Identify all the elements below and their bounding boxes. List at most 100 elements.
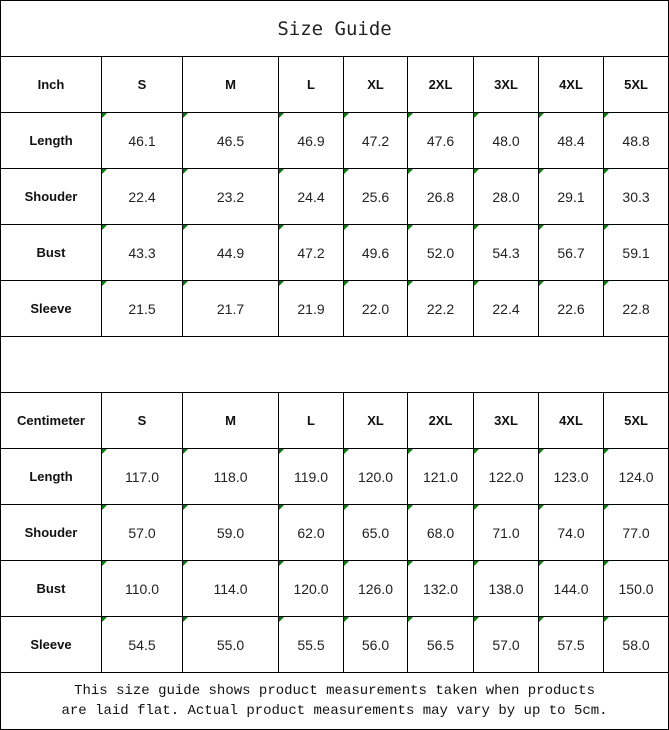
- measurement-cell: 144.0: [538, 560, 604, 617]
- measurement-cell: 48.8: [602, 112, 669, 169]
- measurement-cell: 120.0: [343, 448, 408, 505]
- measurement-cell: 25.6: [343, 168, 408, 225]
- measurement-cell: 57.5: [538, 616, 604, 673]
- measurement-cell: 22.2: [407, 280, 474, 337]
- row-label: Bust: [0, 224, 102, 281]
- measurement-cell: 23.2: [182, 168, 279, 225]
- measurement-cell: 54.3: [473, 224, 539, 281]
- measurement-cell: 47.2: [278, 224, 344, 281]
- measurement-cell: 58.0: [602, 616, 669, 673]
- size-header: 5XL: [602, 56, 669, 113]
- measurement-cell: 57.0: [101, 504, 183, 561]
- size-header: 2XL: [407, 56, 474, 113]
- measurement-cell: 49.6: [343, 224, 408, 281]
- measurement-cell: 30.3: [602, 168, 669, 225]
- size-header: 5XL: [602, 392, 669, 449]
- measurement-cell: 48.0: [473, 112, 539, 169]
- measurement-cell: 56.7: [538, 224, 604, 281]
- note-cell: This size guide shows product measuremen…: [0, 672, 669, 730]
- size-header: M: [182, 392, 279, 449]
- measurement-cell: 22.8: [602, 280, 669, 337]
- measurement-cell: 122.0: [473, 448, 539, 505]
- measurement-cell: 126.0: [343, 560, 408, 617]
- measurement-cell: 71.0: [473, 504, 539, 561]
- measurement-cell: 65.0: [343, 504, 408, 561]
- size-header: XL: [343, 56, 408, 113]
- table-row: Bust 110.0 114.0 120.0 126.0 132.0 138.0 144.0 1…: [0, 560, 669, 617]
- measurement-cell: 48.4: [538, 112, 604, 169]
- measurement-cell: 47.6: [407, 112, 474, 169]
- measurement-cell: 21.7: [182, 280, 279, 337]
- row-label: Sleeve: [0, 280, 102, 337]
- measurement-cell: 55.5: [278, 616, 344, 673]
- measurement-cell: 150.0: [602, 560, 669, 617]
- measurement-cell: 110.0: [101, 560, 183, 617]
- measurement-cell: 117.0: [101, 448, 183, 505]
- size-header: L: [278, 56, 344, 113]
- measurement-cell: 59.1: [602, 224, 669, 281]
- measurement-cell: 62.0: [278, 504, 344, 561]
- row-label: Sleeve: [0, 616, 102, 673]
- note-line: This size guide shows product measuremen…: [74, 683, 595, 699]
- measurement-cell: 77.0: [602, 504, 669, 561]
- measurement-cell: 22.6: [538, 280, 604, 337]
- header-row: Inch S M L XL 2XL 3XL 4XL 5XL: [0, 56, 669, 113]
- measurement-cell: 52.0: [407, 224, 474, 281]
- size-header: 3XL: [473, 56, 539, 113]
- measurement-cell: 44.9: [182, 224, 279, 281]
- table-row: Bust 43.3 44.9 47.2 49.6 52.0 54.3 56.7 59.1: [0, 224, 669, 281]
- measurement-cell: 59.0: [182, 504, 279, 561]
- table-row: Sleeve 54.5 55.0 55.5 56.0 56.5 57.0 57.5 58.0: [0, 616, 669, 673]
- measurement-cell: 43.3: [101, 224, 183, 281]
- note-row: This size guide shows product measuremen…: [0, 672, 669, 730]
- measurement-cell: 124.0: [602, 448, 669, 505]
- measurement-cell: 22.0: [343, 280, 408, 337]
- measurement-cell: 47.2: [343, 112, 408, 169]
- size-header: S: [101, 392, 183, 449]
- measurement-cell: 28.0: [473, 168, 539, 225]
- measurement-cell: 46.5: [182, 112, 279, 169]
- measurement-cell: 57.0: [473, 616, 539, 673]
- table-row: Length 117.0 118.0 119.0 120.0 121.0 122.0 123.…: [0, 448, 669, 505]
- table-row: Length 46.1 46.5 46.9 47.2 47.6 48.0 48.4 48.8: [0, 112, 669, 169]
- unit-header: Centimeter: [0, 392, 102, 449]
- measurement-cell: 54.5: [101, 616, 183, 673]
- size-header: 4XL: [538, 56, 604, 113]
- measurement-cell: 22.4: [101, 168, 183, 225]
- size-header: 3XL: [473, 392, 539, 449]
- measurement-cell: 21.5: [101, 280, 183, 337]
- measurement-cell: 56.0: [343, 616, 408, 673]
- spacer-cell: [0, 336, 669, 393]
- title-row: Size Guide: [0, 0, 669, 57]
- measurement-cell: 118.0: [182, 448, 279, 505]
- size-header: 2XL: [407, 392, 474, 449]
- size-header: M: [182, 56, 279, 113]
- row-label: Bust: [0, 560, 102, 617]
- row-label: Shouder: [0, 168, 102, 225]
- header-row: Centimeter S M L XL 2XL 3XL 4XL 5XL: [0, 392, 669, 449]
- row-label: Length: [0, 112, 102, 169]
- measurement-cell: 119.0: [278, 448, 344, 505]
- measurement-cell: 56.5: [407, 616, 474, 673]
- measurement-cell: 26.8: [407, 168, 474, 225]
- size-header: 4XL: [538, 392, 604, 449]
- measurement-cell: 121.0: [407, 448, 474, 505]
- table-row: Shouder 57.0 59.0 62.0 65.0 68.0 71.0 74.0 77.0: [0, 504, 669, 561]
- size-header: L: [278, 392, 344, 449]
- size-header: S: [101, 56, 183, 113]
- measurement-cell: 74.0: [538, 504, 604, 561]
- row-label: Shouder: [0, 504, 102, 561]
- measurement-cell: 21.9: [278, 280, 344, 337]
- measurement-cell: 55.0: [182, 616, 279, 673]
- note-line: are laid flat. Actual product measuremen…: [61, 703, 608, 719]
- measurement-cell: 123.0: [538, 448, 604, 505]
- measurement-cell: 46.9: [278, 112, 344, 169]
- measurement-cell: 68.0: [407, 504, 474, 561]
- row-label: Length: [0, 448, 102, 505]
- measurement-cell: 132.0: [407, 560, 474, 617]
- measurement-cell: 29.1: [538, 168, 604, 225]
- measurement-cell: 24.4: [278, 168, 344, 225]
- measurement-cell: 120.0: [278, 560, 344, 617]
- table-row: Sleeve 21.5 21.7 21.9 22.0 22.2 22.4 22.6 22.8: [0, 280, 669, 337]
